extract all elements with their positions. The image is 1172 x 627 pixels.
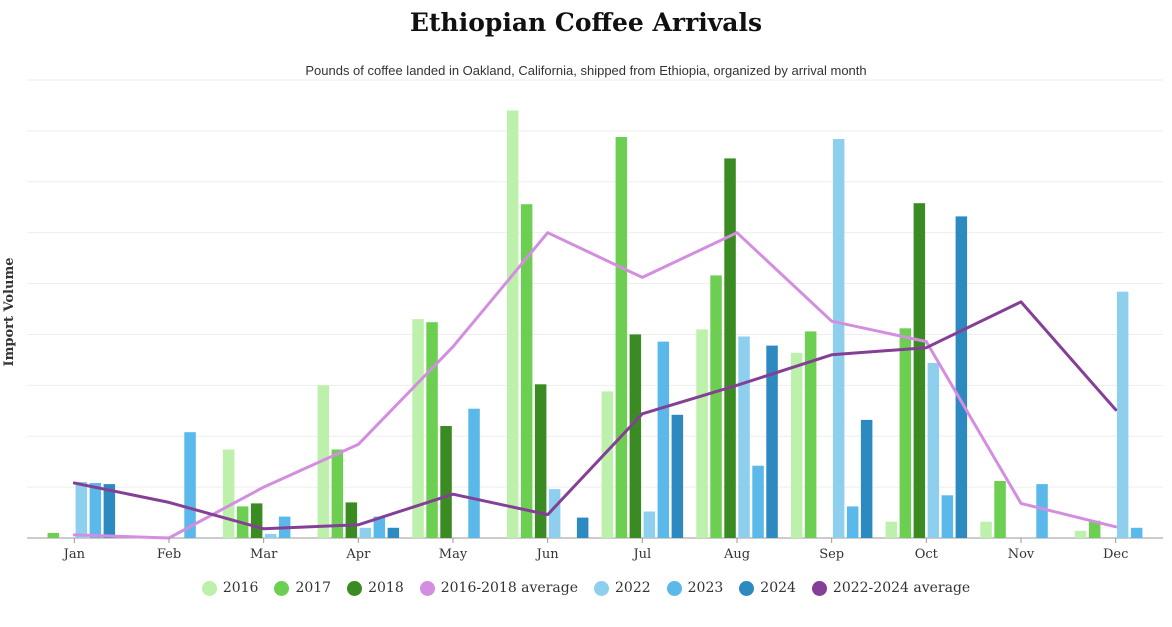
x-axis: Jan Feb Mar Apr May Jun Jul Aug Sep Oct Nov Dec <box>62 538 1128 562</box>
legend-item[interactable]: 2017 <box>274 580 331 596</box>
bar <box>790 352 803 538</box>
bar <box>89 483 102 538</box>
legend-label: 2024 <box>760 580 796 596</box>
legend-swatch <box>666 580 682 596</box>
legend-swatch <box>419 580 435 596</box>
x-tick-label: Sep <box>819 547 844 562</box>
bar <box>520 204 533 538</box>
legend: 2016 2017 2018 2016-2018 average 2022 2023 202… <box>0 580 1172 596</box>
bar <box>955 216 968 538</box>
x-tick-label: Aug <box>723 547 750 562</box>
y-axis-label: Import Volume <box>2 258 17 367</box>
legend-label: 2016-2018 average <box>440 580 578 596</box>
bar <box>927 362 940 538</box>
x-tick-label: Jun <box>535 547 560 562</box>
legend-swatch <box>739 580 755 596</box>
x-tick-label: Oct <box>915 547 939 562</box>
bar <box>103 484 116 538</box>
bar <box>387 527 400 538</box>
legend-item[interactable]: 2016 <box>201 580 259 596</box>
x-tick-label: Dec <box>1103 547 1128 562</box>
bar <box>184 432 196 538</box>
bar <box>534 384 547 538</box>
bar <box>615 137 628 538</box>
bar <box>752 465 764 538</box>
bar <box>846 506 859 538</box>
bar <box>913 203 926 538</box>
legend-label: 2022 <box>615 580 651 596</box>
bar-layer <box>47 110 1143 538</box>
bar <box>899 328 912 538</box>
bar <box>724 158 736 538</box>
bar <box>980 521 992 538</box>
legend-item[interactable]: 2023 <box>666 580 724 596</box>
legend-swatch <box>811 580 827 596</box>
series-line <box>72 231 1118 540</box>
bar <box>832 139 845 538</box>
legend-label: 2017 <box>295 580 332 596</box>
bar <box>264 533 277 538</box>
legend-swatch <box>274 580 290 596</box>
bar <box>468 408 480 538</box>
bar <box>331 449 344 538</box>
legend-swatch <box>347 580 363 596</box>
chart-subtitle: Pounds of coffee landed in Oakland, Cali… <box>305 63 867 78</box>
bar <box>426 322 438 538</box>
bar <box>373 516 386 538</box>
x-tick-label: Feb <box>157 547 181 562</box>
bar <box>75 482 88 538</box>
legend-label: 2016 <box>222 580 259 596</box>
bar <box>860 419 873 538</box>
bar <box>47 532 60 538</box>
line-layer <box>72 231 1118 540</box>
bar <box>440 426 452 538</box>
bar <box>671 414 684 538</box>
x-tick-label: Mar <box>250 547 278 562</box>
chart-title: Ethiopian Coffee Arrivals <box>409 8 763 37</box>
bar <box>412 319 424 538</box>
bar <box>941 495 954 538</box>
x-tick-label: Nov <box>1008 547 1035 562</box>
x-tick-label: Jul <box>631 547 651 562</box>
legend-item[interactable]: 2024 <box>739 580 796 596</box>
bar <box>1088 520 1101 538</box>
legend-swatch <box>594 580 609 596</box>
bar <box>250 503 263 538</box>
bar <box>1036 484 1048 538</box>
bar <box>601 391 614 538</box>
bar <box>643 511 656 538</box>
legend-item[interactable]: 2016-2018 average <box>419 580 578 596</box>
legend-swatch <box>201 580 217 596</box>
bar <box>548 489 561 538</box>
bar <box>345 502 358 538</box>
legend-label: 2023 <box>687 580 724 596</box>
bar <box>576 517 589 538</box>
legend-item[interactable]: 2022-2024 average <box>811 580 971 596</box>
bar <box>994 481 1006 538</box>
x-tick-label: Jan <box>62 547 86 562</box>
x-tick-label: Apr <box>345 547 371 562</box>
bar <box>696 329 708 538</box>
legend-label: 2018 <box>368 580 404 596</box>
legend-label: 2022-2024 average <box>832 580 971 596</box>
bar <box>804 331 817 538</box>
bar <box>506 110 519 538</box>
x-tick-label: May <box>439 547 468 562</box>
gridlines <box>27 79 1163 539</box>
legend-item[interactable]: 2022 <box>594 580 651 596</box>
bar <box>359 527 372 538</box>
bar <box>710 275 722 538</box>
bar <box>657 341 670 538</box>
bar <box>738 336 750 538</box>
bar <box>766 345 778 538</box>
legend-item[interactable]: 2018 <box>347 580 404 596</box>
bar <box>222 449 235 538</box>
bar <box>1074 530 1087 538</box>
bar <box>885 521 898 538</box>
series-line <box>72 300 1118 531</box>
bar <box>1130 527 1143 538</box>
bar <box>1116 291 1129 538</box>
bar <box>629 334 642 538</box>
